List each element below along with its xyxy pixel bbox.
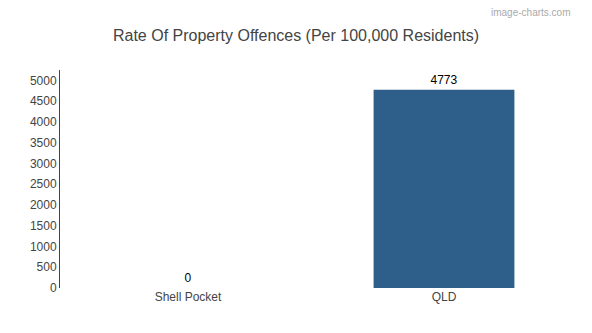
svg-text:2000: 2000 xyxy=(30,198,57,212)
svg-text:4500: 4500 xyxy=(30,94,57,108)
svg-text:1000: 1000 xyxy=(30,240,57,254)
svg-text:0: 0 xyxy=(50,281,57,295)
svg-text:3000: 3000 xyxy=(30,157,57,171)
svg-text:4000: 4000 xyxy=(30,115,57,129)
svg-text:0: 0 xyxy=(185,271,192,285)
svg-text:4773: 4773 xyxy=(430,73,457,87)
svg-text:500: 500 xyxy=(37,260,57,274)
svg-text:1500: 1500 xyxy=(30,219,57,233)
svg-text:5000: 5000 xyxy=(30,74,57,88)
svg-text:image-charts.com: image-charts.com xyxy=(491,7,570,18)
svg-text:Shell Pocket: Shell Pocket xyxy=(155,290,222,304)
svg-text:QLD: QLD xyxy=(432,290,457,304)
svg-text:2500: 2500 xyxy=(30,177,57,191)
svg-text:3500: 3500 xyxy=(30,136,57,150)
svg-text:Rate Of Property Offences (Per: Rate Of Property Offences (Per 100,000 R… xyxy=(113,27,479,44)
